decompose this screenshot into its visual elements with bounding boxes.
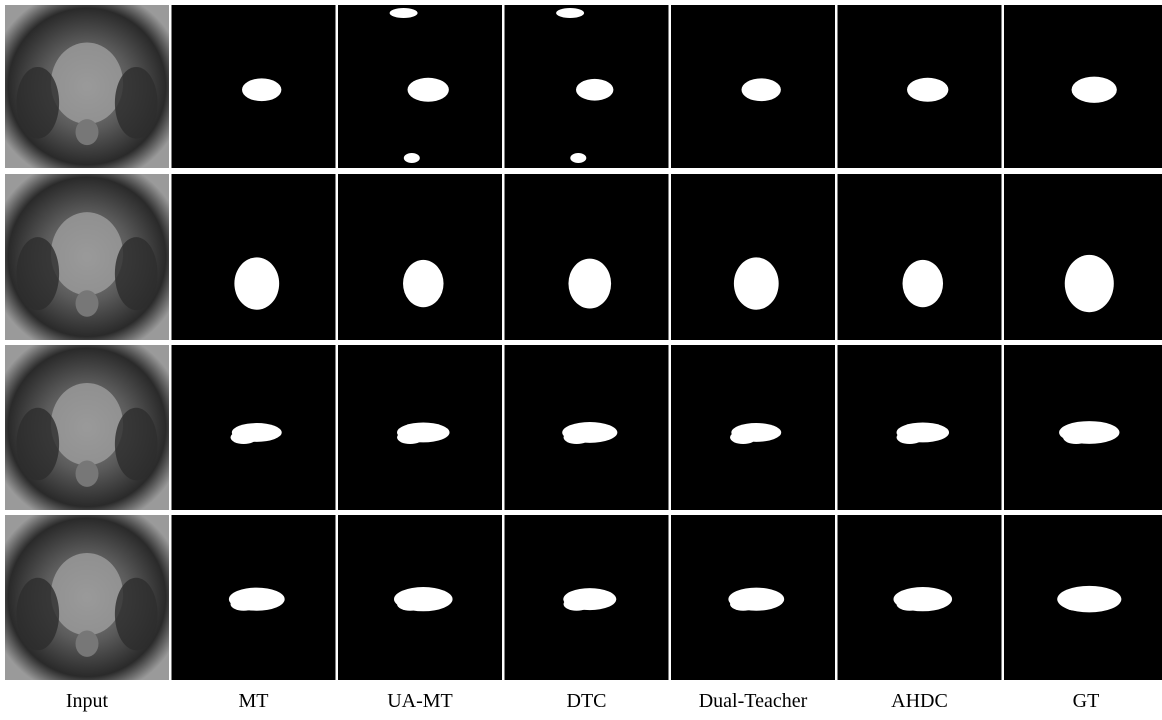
image-cell bbox=[838, 174, 1002, 340]
segmentation-blob bbox=[730, 598, 756, 611]
lung bbox=[115, 237, 158, 310]
mask-image bbox=[671, 174, 835, 340]
image-cell bbox=[5, 515, 169, 680]
false-positive bbox=[556, 8, 584, 18]
lung bbox=[16, 578, 59, 651]
false-positive bbox=[404, 153, 420, 163]
segmentation-blob bbox=[397, 431, 423, 444]
column-label: Input bbox=[66, 690, 109, 712]
anatomy bbox=[76, 631, 99, 657]
image-cell bbox=[338, 345, 502, 510]
lung bbox=[115, 578, 158, 651]
anatomy bbox=[76, 119, 99, 145]
segmentation-blob bbox=[564, 598, 590, 611]
image-cell bbox=[671, 5, 835, 168]
lung bbox=[16, 237, 59, 310]
mask-image bbox=[505, 174, 669, 340]
column-label: AHDC bbox=[891, 690, 948, 712]
segmentation-blob bbox=[907, 78, 948, 102]
lung bbox=[115, 67, 158, 139]
image-cell bbox=[5, 5, 169, 168]
image-cell bbox=[5, 345, 169, 510]
image-cell bbox=[505, 515, 669, 680]
anatomy bbox=[51, 383, 123, 466]
segmentation-blob bbox=[568, 259, 611, 309]
segmentation-blob bbox=[734, 257, 779, 309]
column-label: DTC bbox=[567, 690, 607, 712]
anatomy bbox=[76, 290, 99, 317]
image-cell bbox=[505, 345, 669, 510]
anatomy bbox=[76, 461, 99, 487]
image-cell bbox=[1004, 174, 1162, 340]
image-cell bbox=[338, 515, 502, 680]
image-cell bbox=[1004, 515, 1162, 680]
image-cell bbox=[838, 515, 1002, 680]
segmentation-blob bbox=[897, 598, 923, 611]
segmentation-blob bbox=[897, 431, 923, 444]
segmentation-blob bbox=[730, 431, 756, 444]
segmentation-blob bbox=[1063, 431, 1089, 444]
image-cell bbox=[838, 5, 1002, 168]
segmentation-blob bbox=[408, 78, 449, 102]
segmentation-blob bbox=[1065, 255, 1114, 312]
image-cell bbox=[172, 174, 336, 340]
column-label: MT bbox=[239, 690, 269, 712]
mask-image bbox=[838, 174, 1002, 340]
figure: Input MT UA-MT DTC Dual-Teacher AHDC GT bbox=[0, 0, 1162, 715]
image-cell bbox=[172, 5, 336, 168]
false-positive bbox=[390, 8, 418, 18]
image-cell bbox=[838, 345, 1002, 510]
column-label: GT bbox=[1073, 690, 1100, 712]
page: InputMTUA-MTDTCDual-TeacherAHDCGT (() =>… bbox=[0, 0, 1162, 715]
image-cell bbox=[172, 345, 336, 510]
segmentation-blob bbox=[564, 431, 590, 444]
lung bbox=[16, 67, 59, 139]
anatomy bbox=[51, 42, 123, 124]
image-cell bbox=[5, 174, 169, 340]
image-cell bbox=[671, 174, 835, 340]
segmentation-blob bbox=[397, 598, 423, 611]
segmentation-blob bbox=[576, 79, 613, 101]
segmentation-blob bbox=[231, 431, 257, 444]
mask-image bbox=[338, 174, 502, 340]
anatomy bbox=[51, 553, 123, 636]
column-label: Dual-Teacher bbox=[699, 690, 808, 712]
false-positive bbox=[570, 153, 586, 163]
anatomy bbox=[51, 212, 123, 295]
segmentation-blob bbox=[1063, 598, 1089, 611]
image-cell bbox=[505, 5, 669, 168]
image-cell bbox=[505, 174, 669, 340]
segmentation-blob bbox=[742, 78, 781, 101]
image-cell bbox=[671, 515, 835, 680]
segmentation-blob bbox=[903, 260, 944, 307]
lung bbox=[16, 408, 59, 481]
column-label: UA-MT bbox=[387, 690, 453, 712]
image-cell bbox=[338, 174, 502, 340]
segmentation-blob bbox=[403, 260, 444, 307]
segmentation-blob bbox=[234, 257, 279, 309]
segmentation-blob bbox=[242, 78, 281, 101]
image-cell bbox=[671, 345, 835, 510]
lung bbox=[115, 408, 158, 481]
segmentation-blob bbox=[1072, 77, 1117, 103]
mask-image bbox=[172, 174, 336, 340]
image-cell bbox=[1004, 345, 1162, 510]
image-cell bbox=[1004, 5, 1162, 168]
segmentation-blob bbox=[231, 598, 257, 611]
image-cell bbox=[172, 515, 336, 680]
image-cell bbox=[338, 5, 502, 168]
